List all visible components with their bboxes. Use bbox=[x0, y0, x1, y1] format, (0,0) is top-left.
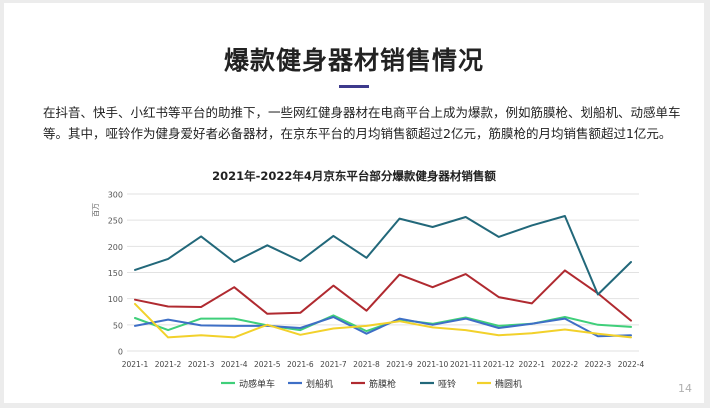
y-tick-label: 0 bbox=[118, 348, 123, 357]
x-tick-label: 2021-10 bbox=[417, 360, 449, 369]
series-line bbox=[134, 215, 632, 296]
x-tick-label: 2021-8 bbox=[353, 360, 380, 369]
intro-paragraph: 在抖音、快手、小红书等平台的助推下，一些网红健身器材在电商平台上成为爆款，例如筋… bbox=[43, 105, 681, 141]
y-tick-label: 100 bbox=[108, 295, 123, 304]
legend-label: 划船机 bbox=[306, 378, 333, 390]
page-number: 14 bbox=[678, 382, 692, 395]
legend-label: 哑铃 bbox=[438, 378, 456, 390]
x-tick-label: 2021-3 bbox=[188, 360, 215, 369]
y-tick-label: 50 bbox=[113, 321, 123, 330]
y-axis-label: 百万 bbox=[92, 203, 100, 217]
x-tick-label: 2022-2 bbox=[552, 360, 579, 369]
line-chart: 0 50 100 150 200 250 300 百万 2021-1 2021-2 2021-3 20… bbox=[92, 191, 645, 391]
slide-title: 爆款健身器材销售情况 bbox=[223, 46, 484, 75]
x-tick-label: 2021-6 bbox=[287, 360, 314, 369]
x-tick-label: 2022-3 bbox=[585, 360, 612, 369]
x-tick-label: 2021-12 bbox=[483, 360, 515, 369]
x-tick-label: 2021-2 bbox=[155, 360, 182, 369]
legend-label: 动感单车 bbox=[239, 378, 275, 390]
x-tick-label: 2022-4 bbox=[618, 360, 645, 369]
series-line bbox=[134, 302, 632, 339]
y-tick-label: 150 bbox=[108, 269, 123, 278]
x-tick-label: 2021-5 bbox=[254, 360, 281, 369]
y-tick-label: 300 bbox=[108, 191, 123, 200]
x-tick-label: 2021-9 bbox=[386, 360, 413, 369]
title-underline bbox=[339, 85, 369, 88]
x-tick-label: 2021-11 bbox=[450, 360, 482, 369]
slide: 爆款健身器材销售情况 在抖音、快手、小红书等平台的助推下，一些网红健身器材在电商… bbox=[4, 3, 704, 403]
legend-label: 筋膜枪 bbox=[369, 378, 396, 390]
x-tick-label: 2022-1 bbox=[519, 360, 546, 369]
series-line bbox=[134, 316, 632, 338]
series-line bbox=[134, 269, 632, 322]
x-tick-label: 2021-4 bbox=[221, 360, 248, 369]
legend-label: 椭圆机 bbox=[495, 378, 522, 390]
chart-title: 2021年-2022年4月京东平台部分爆款健身器材销售额 bbox=[212, 169, 496, 183]
x-tick-label: 2021-7 bbox=[320, 360, 347, 369]
y-tick-label: 250 bbox=[108, 217, 123, 226]
x-tick-label: 2021-1 bbox=[122, 360, 149, 369]
y-tick-label: 200 bbox=[108, 243, 123, 252]
